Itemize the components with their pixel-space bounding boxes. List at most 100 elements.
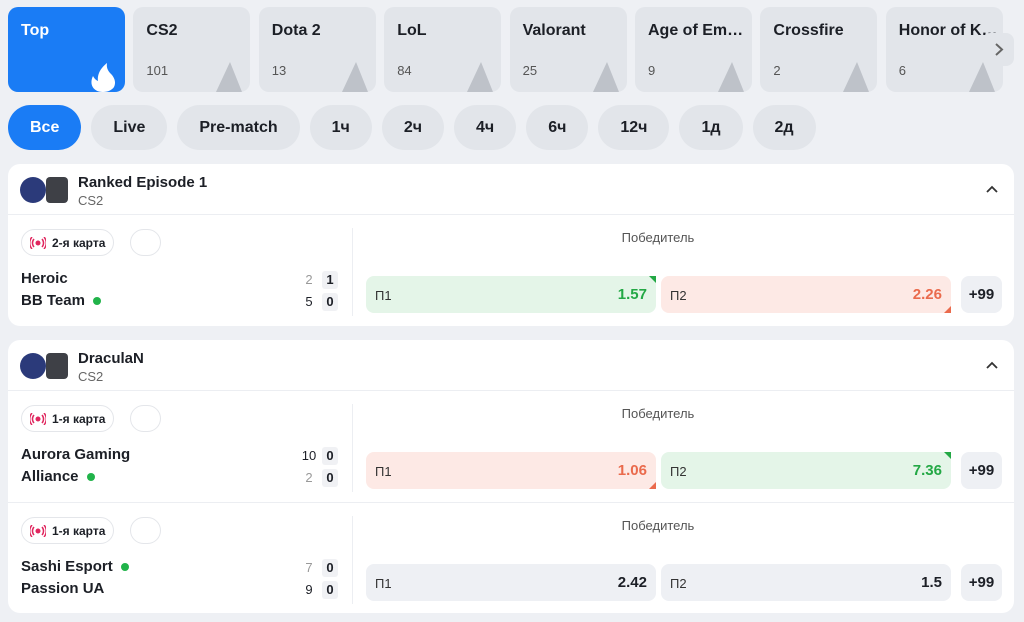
collapse-icon bbox=[986, 185, 998, 193]
game-tab[interactable]: Dota 2 13 bbox=[258, 7, 376, 92]
tab-icon bbox=[341, 62, 368, 92]
match-row: 2-я карта Heroic 2 1 BB Team 5 0 Победитель П1 1.… bbox=[8, 215, 1014, 326]
tab-count: 84 bbox=[397, 63, 412, 78]
odd-button[interactable]: П1 1.06 bbox=[366, 452, 656, 489]
tournament-title: Ranked Episode 1 bbox=[78, 174, 208, 191]
tournament-card: DraculaN CS2 1-я карта Aurora Gaming 10 0 Alli… bbox=[8, 340, 1014, 613]
online-dot bbox=[86, 472, 95, 481]
tournament-header[interactable]: DraculaN CS2 bbox=[8, 340, 1014, 391]
live-dot bbox=[35, 528, 41, 534]
live-waves bbox=[30, 525, 46, 537]
game-logo bbox=[20, 353, 46, 379]
odd-label: П2 bbox=[670, 288, 687, 303]
tab-icon bbox=[968, 62, 995, 92]
filter-pill[interactable]: 6ч bbox=[526, 105, 589, 150]
filter-pill[interactable]: 1д bbox=[679, 105, 743, 150]
odd-value: 7.36 bbox=[912, 462, 942, 479]
collapse-icon bbox=[986, 361, 998, 369]
game-tab[interactable]: Top bbox=[8, 7, 125, 92]
odd-value: 2.26 bbox=[912, 286, 942, 303]
tournament-sport: CS2 bbox=[78, 369, 104, 384]
tournament-header[interactable]: Ranked Episode 1 CS2 bbox=[8, 164, 1014, 215]
icon-shape bbox=[91, 63, 116, 92]
more-markets[interactable]: +99 bbox=[961, 452, 1002, 489]
odd-button[interactable]: П2 1.5 bbox=[661, 564, 951, 601]
more-markets[interactable]: +99 bbox=[961, 276, 1002, 313]
tournament-card: Ranked Episode 1 CS2 2-я карта Heroic 2 1 BB T… bbox=[8, 164, 1014, 326]
score: 10 bbox=[301, 448, 317, 463]
trend-marker bbox=[944, 306, 951, 313]
more-markets[interactable]: +99 bbox=[961, 564, 1002, 601]
live-status: 1-я карта bbox=[21, 405, 115, 432]
tab-count: 9 bbox=[648, 63, 656, 78]
time-filters: Все Live Pre-match 1ч 2ч 4ч 6ч 12ч 1д 2д bbox=[8, 105, 816, 150]
tv-button[interactable] bbox=[130, 517, 161, 544]
filter-pill[interactable]: 2д bbox=[752, 105, 816, 150]
icon-shape bbox=[592, 62, 619, 92]
game-tab[interactable]: Valorant 25 bbox=[509, 7, 627, 92]
arrow-icon bbox=[995, 43, 1004, 56]
live-icon bbox=[30, 413, 46, 425]
odd-button[interactable]: П2 7.36 bbox=[661, 452, 951, 489]
tab-count: 13 bbox=[271, 63, 287, 78]
odd-label: П1 bbox=[375, 464, 392, 479]
scroll-arrow[interactable] bbox=[982, 33, 1014, 66]
odd-button[interactable]: П1 1.57 bbox=[366, 276, 656, 313]
filter-pill[interactable]: 1ч bbox=[309, 105, 372, 150]
tv-button[interactable] bbox=[130, 405, 161, 432]
trend-marker bbox=[649, 482, 656, 489]
game-tab[interactable]: CS2 101 bbox=[133, 7, 251, 92]
filter-pill[interactable]: Все bbox=[8, 105, 82, 150]
score: 5 bbox=[305, 294, 313, 309]
team-name: Passion UA bbox=[21, 580, 105, 597]
team-name: Alliance bbox=[21, 468, 95, 485]
odd-button[interactable]: П2 2.26 bbox=[661, 276, 951, 313]
tab-count: 2 bbox=[773, 63, 781, 78]
trend-marker bbox=[649, 276, 656, 283]
tab-icon bbox=[718, 62, 744, 92]
tab-count: 101 bbox=[146, 63, 169, 78]
tab-icon bbox=[216, 62, 243, 92]
market-name: Победитель bbox=[621, 230, 695, 245]
odd-button[interactable]: П1 2.42 bbox=[366, 564, 656, 601]
icon-shape bbox=[843, 62, 870, 92]
odd-value: 1.5 bbox=[921, 574, 942, 591]
tab-icon bbox=[592, 62, 619, 92]
team-name: BB Team bbox=[21, 292, 101, 309]
tab-icon bbox=[843, 62, 870, 92]
game-tab[interactable]: LoL 84 bbox=[384, 7, 502, 92]
game-tabs: Top CS2 101 Dota 2 13 LoL 84 Valorant 25 Age of E… bbox=[8, 7, 1011, 92]
tab-count: 25 bbox=[522, 63, 538, 78]
match-row: 1-я карта Sashi Esport 7 0 Passion UA 9 0 Побед… bbox=[8, 502, 1014, 613]
online-dot bbox=[92, 296, 101, 305]
tab-count: 6 bbox=[898, 63, 907, 78]
icon-shape bbox=[718, 62, 744, 92]
live-waves bbox=[30, 413, 46, 425]
team-logo bbox=[46, 353, 68, 379]
filter-pill[interactable]: 4ч bbox=[454, 105, 517, 150]
live-dot bbox=[35, 416, 41, 422]
odd-value: 1.57 bbox=[617, 286, 647, 303]
game-tab[interactable]: Crossfire 2 bbox=[760, 7, 878, 92]
score: 0 bbox=[322, 559, 338, 577]
icon-shape bbox=[968, 62, 995, 92]
score: 0 bbox=[322, 447, 338, 465]
team-name: Heroic bbox=[21, 270, 68, 287]
divider bbox=[352, 404, 353, 492]
tv-button[interactable] bbox=[130, 229, 161, 256]
tournament-title: DraculaN bbox=[78, 350, 144, 367]
filter-pill[interactable]: Live bbox=[91, 105, 168, 150]
icon-shape bbox=[341, 62, 368, 92]
filter-pill[interactable]: 2ч bbox=[381, 105, 444, 150]
tab-name: Dota 2 bbox=[271, 22, 321, 39]
game-tab[interactable]: Age of Em… 9 bbox=[635, 7, 752, 92]
team-logo bbox=[46, 177, 68, 203]
game-logo bbox=[20, 177, 46, 203]
tab-name: Age of Em… bbox=[648, 22, 744, 39]
tab-name: Honor of K… bbox=[898, 22, 998, 39]
team-name: Aurora Gaming bbox=[21, 446, 131, 463]
filter-pill[interactable]: 12ч bbox=[598, 105, 670, 150]
odd-value: 1.06 bbox=[617, 462, 647, 479]
filter-pill[interactable]: Pre-match bbox=[177, 105, 300, 150]
